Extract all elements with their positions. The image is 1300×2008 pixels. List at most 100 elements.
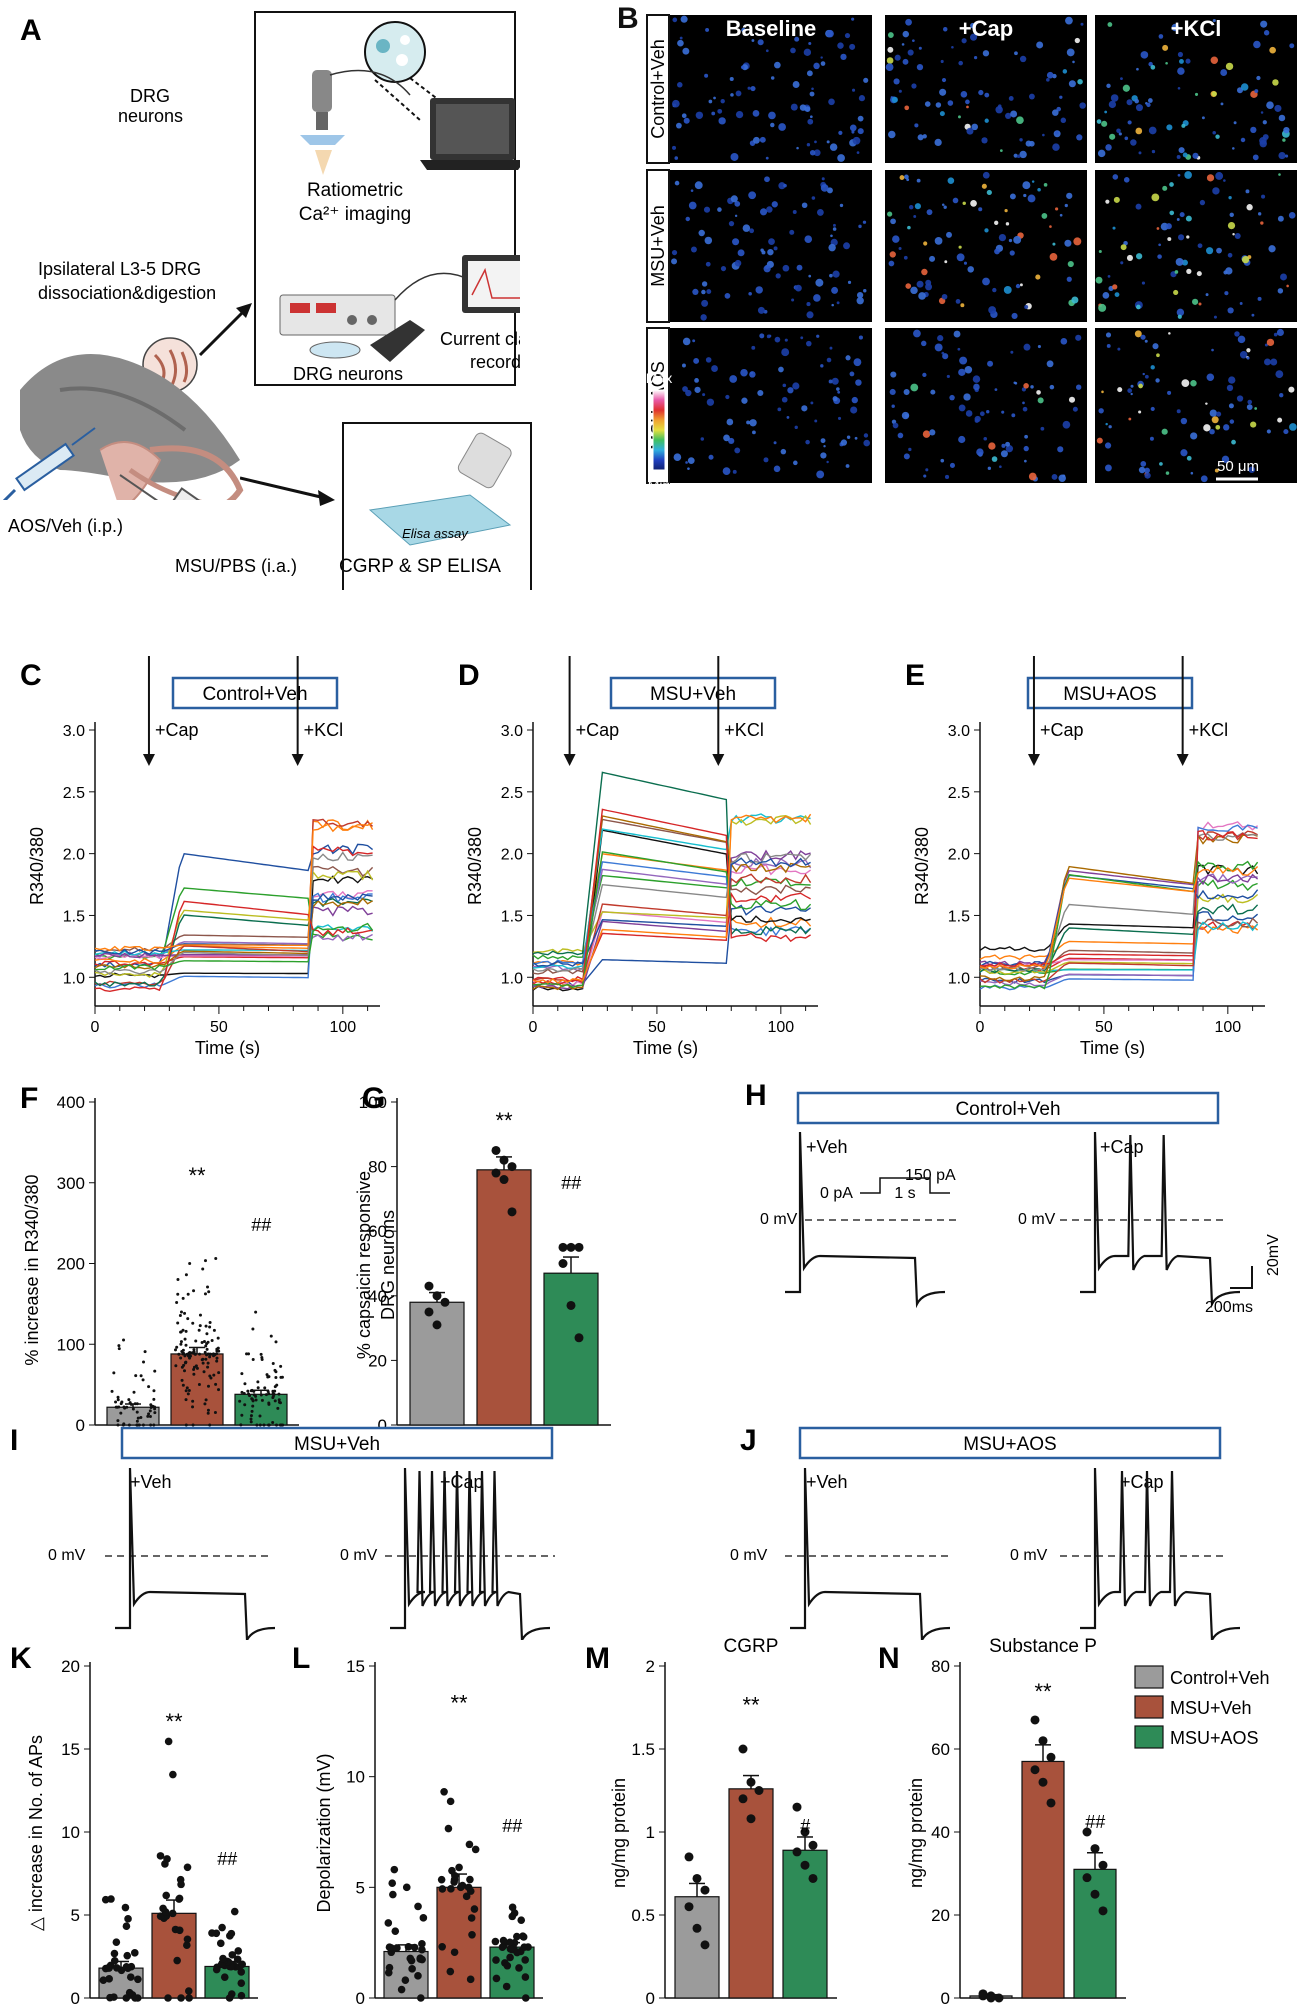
neuron-dot <box>704 236 713 245</box>
neuron-dot <box>1150 406 1155 412</box>
neuron-dot <box>897 432 904 439</box>
neuron-dot <box>1005 441 1011 447</box>
calcium-trace <box>532 814 812 954</box>
neuron-dot <box>1232 147 1235 150</box>
data-point <box>1098 1860 1108 1870</box>
data-point <box>119 1411 123 1415</box>
neuron-dot <box>890 218 896 225</box>
calcium-trace <box>979 821 1259 968</box>
neuron-dot <box>1262 120 1267 125</box>
neuron-dot <box>947 100 954 106</box>
chart-title: CGRP <box>724 1636 779 1657</box>
data-point <box>217 1388 221 1392</box>
calcium-trace <box>532 873 812 983</box>
neuron-dot <box>1009 193 1016 200</box>
calcium-image <box>670 170 872 322</box>
neuron-dot <box>810 401 814 405</box>
neuron-dot <box>804 235 813 244</box>
neuron-dot <box>837 154 845 162</box>
kcl-arrow-head <box>1176 754 1189 766</box>
msu-label: MSU/PBS (i.a.) <box>175 556 297 576</box>
data-point <box>438 1942 446 1951</box>
neuron-dot <box>982 277 990 286</box>
neuron-dot <box>918 46 922 50</box>
data-point <box>254 1310 258 1314</box>
neuron-dot <box>794 284 802 292</box>
data-point <box>444 1824 453 1833</box>
neuron-dot <box>1179 58 1184 64</box>
x-tick-label: 100 <box>767 1019 794 1036</box>
data-point <box>558 1242 568 1252</box>
data-point <box>440 1787 448 1796</box>
neuron-dot <box>701 281 708 287</box>
neuron-dot <box>992 287 997 293</box>
neuron-dot <box>1079 102 1086 109</box>
cap-arrow-head <box>1027 754 1040 766</box>
neuron-dot <box>907 225 911 230</box>
neuron-dot <box>829 273 833 278</box>
bar <box>543 1272 599 1426</box>
neuron-dot <box>767 248 774 256</box>
neuron-dot <box>1008 238 1013 243</box>
data-point <box>206 1384 210 1388</box>
neuron-dot <box>1151 193 1160 202</box>
y-tick-label: 0 <box>646 1989 655 2008</box>
neuron-dot <box>1151 149 1156 154</box>
neuron-dot <box>999 149 1003 153</box>
zero-mv-label: 0 mV <box>48 1547 86 1564</box>
data-point <box>184 1343 188 1347</box>
data-point <box>198 1313 202 1317</box>
calcium-image <box>670 15 872 163</box>
neuron-dot <box>905 18 912 26</box>
neuron-dot <box>960 91 968 98</box>
y-axis-label: ng/mg protein <box>609 1778 629 1888</box>
data-point <box>143 1350 147 1354</box>
neuron-dot <box>891 96 898 103</box>
data-point <box>183 1863 192 1872</box>
neuron-dot <box>685 461 688 464</box>
data-point <box>492 1956 500 1964</box>
y-tick-label: 10 <box>61 1823 80 1842</box>
calcium-image <box>670 328 872 483</box>
neuron-dot <box>695 111 704 120</box>
neuron-dot <box>1147 98 1153 103</box>
neuron-dot <box>1059 213 1063 217</box>
trace-title: MSU+Veh <box>294 1434 380 1455</box>
data-point <box>207 1290 211 1294</box>
syringe-ip-icon <box>2 427 96 500</box>
y-tick-label: 40 <box>368 1287 387 1306</box>
neuron-dot <box>682 386 688 392</box>
data-point <box>122 1422 126 1426</box>
neuron-dot <box>911 83 917 89</box>
neuron-dot <box>1258 212 1262 216</box>
bar <box>782 1849 828 1999</box>
data-point <box>163 1855 171 1863</box>
neuron-dot <box>1180 417 1188 425</box>
neuron-dot <box>1248 466 1256 473</box>
neuron-dot <box>910 286 918 295</box>
neuron-dot <box>1264 343 1268 347</box>
neuron-dot <box>958 60 963 66</box>
neuron-dot <box>858 224 862 229</box>
neuron-dot <box>677 39 684 47</box>
neuron-dot <box>794 425 798 430</box>
neuron-dot <box>1213 315 1217 319</box>
neuron-dot <box>1122 84 1130 92</box>
neuron-dot <box>946 231 952 238</box>
data-point <box>250 1397 254 1401</box>
neuron-dot <box>937 335 944 342</box>
zero-mv-label: 0 mV <box>1018 1211 1056 1228</box>
neuron-dot <box>1162 44 1169 51</box>
neuron-dot <box>1184 171 1192 179</box>
neuron-dot <box>828 243 836 252</box>
neuron-dot <box>713 96 716 100</box>
data-point <box>182 1369 186 1373</box>
column-header: +Cap <box>959 16 1013 41</box>
y-tick-label: 100 <box>57 1335 85 1354</box>
membrane-trace <box>1080 1467 1241 1640</box>
neuron-dot <box>863 439 870 447</box>
neuron-dot <box>946 374 950 379</box>
data-point <box>275 1423 279 1427</box>
neuron-dot <box>777 407 782 412</box>
neuron-dot <box>1140 461 1147 467</box>
